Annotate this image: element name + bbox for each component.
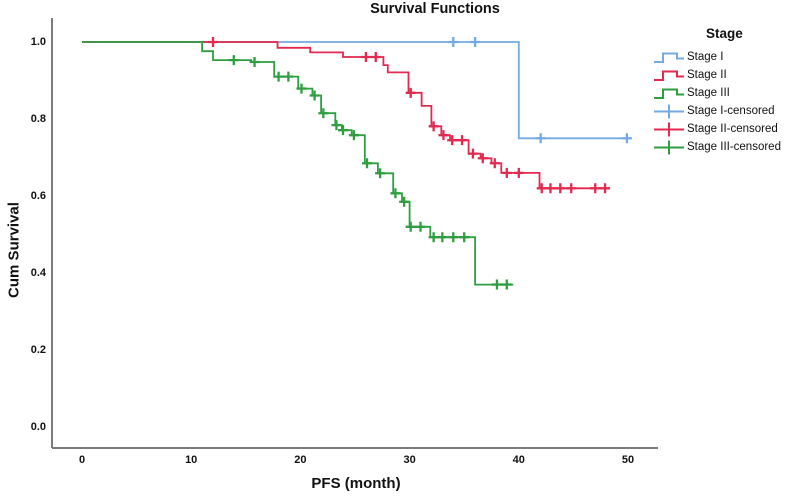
censored-mark-icon	[375, 168, 386, 179]
censored-mark-icon	[513, 167, 524, 178]
step-line-icon	[654, 52, 684, 63]
y-tick-label: 0.4	[30, 267, 46, 279]
censored-mark-icon	[555, 183, 566, 194]
legend-item-label: Stage III	[687, 87, 730, 99]
legend-glyph-stroke	[654, 122, 684, 136]
legend-item-label: Stage I-censored	[687, 105, 775, 117]
censored-mark-icon	[318, 108, 329, 119]
censored-mark-icon	[477, 153, 488, 164]
censored-mark-icon	[448, 232, 459, 243]
legend-item: Stage III	[653, 84, 799, 102]
censored-plus-icon	[654, 122, 684, 136]
censored-mark-icon	[566, 183, 577, 194]
censored-mark-icon	[331, 120, 342, 131]
legend-item: Stage III-censored	[653, 138, 799, 156]
censored-mark-icon	[536, 183, 547, 194]
chart-title: Survival Functions	[370, 1, 500, 17]
censored-mark-icon	[535, 133, 546, 144]
censored-mark-icon	[428, 121, 439, 132]
y-axis-label: Cum Survival	[5, 202, 23, 298]
legend-glyph-stroke	[654, 140, 684, 154]
censored-mark-icon	[438, 130, 449, 141]
censored-mark-icon	[437, 232, 448, 243]
legend-item: Stage I-censored	[653, 102, 799, 120]
censored-mark-icon	[405, 87, 416, 98]
survival-curve-stage-iii	[82, 41, 514, 286]
legend-item: Stage II-censored	[653, 120, 799, 138]
censored-mark-icon	[370, 52, 381, 63]
y-tick-label: 0.6	[30, 190, 46, 202]
censored-mark-icon	[459, 232, 470, 243]
censored-plus-icon	[654, 104, 684, 118]
censored-mark-icon	[457, 135, 468, 146]
x-tick-label: 40	[512, 454, 525, 466]
censored-plus-icon	[654, 140, 684, 154]
legend-item-label: Stage II-censored	[687, 123, 778, 135]
x-tick-label: 30	[403, 454, 416, 466]
censored-mark-icon	[208, 37, 219, 47]
y-tick-label: 1.0	[30, 36, 46, 48]
legend: Stage Stage I Stage II Stage III Stage I-ce…	[653, 26, 799, 156]
y-tick-label: 0.0	[30, 421, 46, 433]
legend-title: Stage	[706, 26, 743, 41]
censored-mark-icon	[590, 183, 601, 194]
survival-curve-stage-i	[82, 41, 632, 140]
legend-glyph-stroke	[654, 104, 684, 118]
censored-mark-icon	[249, 57, 260, 68]
x-tick-label: 20	[294, 454, 307, 466]
censored-mark-icon	[428, 232, 439, 243]
censored-mark-icon	[405, 221, 416, 232]
step-line-icon	[654, 88, 684, 99]
legend-item-label: Stage II	[687, 69, 727, 81]
x-tick-label: 50	[621, 454, 635, 466]
legend-item-label: Stage III-censored	[687, 141, 781, 153]
step-line-icon	[654, 70, 684, 81]
censored-mark-icon	[337, 125, 348, 136]
censored-mark-icon	[296, 83, 307, 94]
censored-mark-icon	[415, 221, 426, 232]
censored-mark-icon	[283, 71, 294, 82]
y-tick-label: 0.8	[30, 113, 46, 125]
censored-mark-icon	[489, 158, 500, 169]
censored-mark-icon	[448, 37, 459, 47]
censored-mark-icon	[273, 71, 284, 82]
censored-mark-icon	[447, 135, 458, 146]
censored-mark-icon	[362, 158, 373, 169]
censored-mark-icon	[470, 37, 481, 47]
censored-mark-icon	[501, 279, 512, 290]
legend-items: Stage I Stage II Stage III Stage I-censored…	[653, 48, 799, 156]
censored-mark-icon	[228, 55, 239, 66]
censored-mark-icon	[600, 183, 611, 194]
legend-glyph-stroke	[654, 52, 684, 63]
legend-item: Stage II	[653, 66, 799, 84]
legend-item-label: Stage I	[687, 51, 724, 63]
x-tick-label: 10	[185, 454, 198, 466]
censored-mark-icon	[390, 188, 401, 199]
censored-mark-icon	[491, 279, 502, 290]
legend-glyph-stroke	[654, 70, 684, 81]
censored-mark-icon	[348, 130, 359, 141]
x-tick-label: 0	[78, 454, 86, 466]
x-axis-label: PFS (month)	[311, 475, 401, 492]
censored-mark-icon	[467, 148, 478, 159]
censored-mark-icon	[621, 133, 632, 144]
censored-mark-icon	[309, 90, 320, 101]
censored-mark-icon	[360, 52, 371, 63]
y-tick-label: 0.2	[30, 344, 46, 356]
legend-item: Stage I	[653, 48, 799, 66]
legend-glyph-stroke	[654, 88, 684, 99]
censored-mark-icon	[399, 196, 410, 207]
censored-mark-icon	[545, 183, 556, 194]
censored-mark-icon	[501, 167, 512, 178]
survival-curve-stage-ii	[82, 41, 610, 190]
